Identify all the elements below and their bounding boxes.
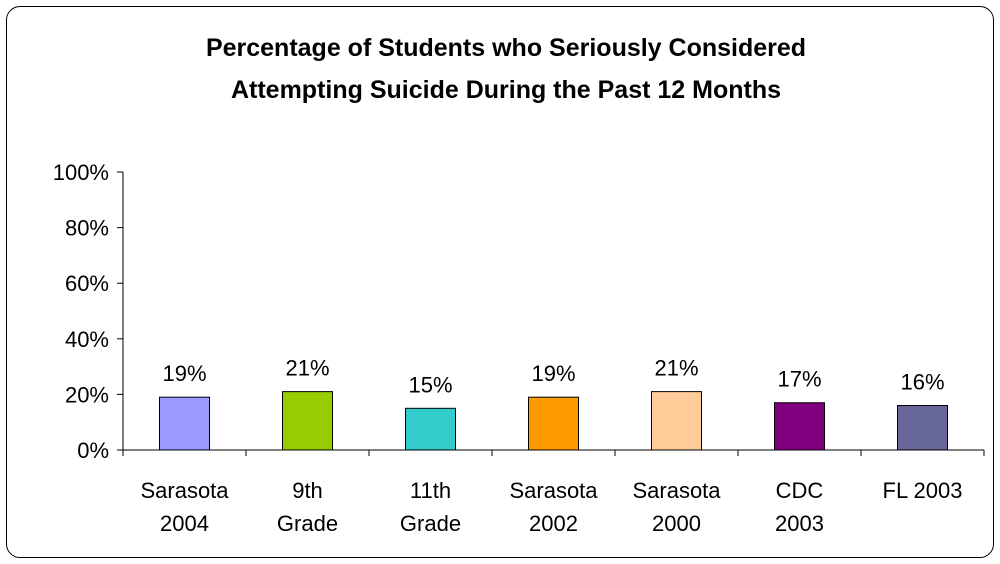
category-label: Grade xyxy=(277,511,338,536)
data-label: 19% xyxy=(162,361,206,386)
y-tick-label: 40% xyxy=(65,327,109,352)
data-label: 19% xyxy=(531,361,575,386)
axes: 0% 20% 40% 60% 80% 100% Sarasota 2004 9th Grade 11… xyxy=(53,160,985,536)
bar xyxy=(897,405,948,451)
category-label: 9th xyxy=(292,478,323,503)
bar xyxy=(159,396,210,451)
category-label: 2000 xyxy=(652,511,701,536)
category-label: 2003 xyxy=(775,511,824,536)
data-label: 17% xyxy=(777,367,821,392)
bar xyxy=(651,391,702,451)
category-label: Sarasota xyxy=(632,478,721,503)
chart-title-line-1: Percentage of Students who Seriously Con… xyxy=(206,34,806,62)
category-label: FL 2003 xyxy=(883,478,963,503)
y-tick-label: 20% xyxy=(65,382,109,407)
y-tick-label: 100% xyxy=(53,160,109,185)
category-label: Grade xyxy=(400,511,461,536)
category-label: 11th xyxy=(410,478,451,503)
data-label: 16% xyxy=(900,370,944,395)
y-tick-label: 0% xyxy=(77,438,109,463)
y-tick-label: 80% xyxy=(65,216,109,241)
data-label: 21% xyxy=(285,356,329,381)
category-label: Sarasota xyxy=(509,478,598,503)
bar xyxy=(282,391,333,451)
data-label: 21% xyxy=(654,356,698,381)
bar xyxy=(528,396,579,451)
category-label: 2002 xyxy=(529,511,578,536)
category-label: Sarasota xyxy=(140,478,229,503)
category-label: 2004 xyxy=(160,511,209,536)
bar xyxy=(774,402,825,451)
chart-title-line-2: Attempting Suicide During the Past 12 Mo… xyxy=(231,76,781,104)
data-label: 15% xyxy=(408,372,452,397)
y-tick-label: 60% xyxy=(65,271,109,296)
bar xyxy=(405,407,456,451)
category-label: CDC xyxy=(776,478,824,503)
bars: 19% 21% 15% 19% 21% 17% 16% xyxy=(159,356,948,451)
chart-frame xyxy=(6,6,994,558)
